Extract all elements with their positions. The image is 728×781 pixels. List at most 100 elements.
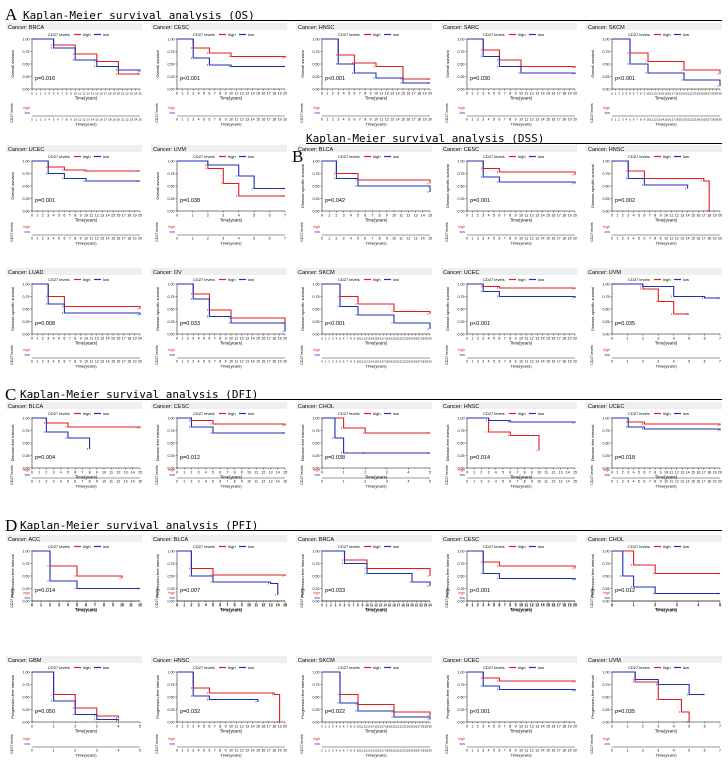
risk-x-tick-label-dss-ucec: 14 bbox=[541, 360, 545, 364]
x-tick-label-pfi-skcm: 25 bbox=[410, 725, 414, 729]
risk-low-label-pfi-hnsc: low bbox=[170, 742, 176, 746]
risk-x-tick-label-os-ucec: 8 bbox=[74, 237, 76, 241]
x-tick-label-dss-cesc: 12 bbox=[530, 214, 534, 218]
risk-x-tick-label-dss-cesc: 11 bbox=[525, 237, 529, 241]
y-tick-label-dfi-cesc: 0.00 bbox=[168, 466, 175, 470]
risk-high-label-pfi-skcm: high bbox=[313, 737, 320, 741]
risk-x-tick-label-os-sarc: 17 bbox=[557, 118, 561, 122]
legend-high-label-dss-ucec: high bbox=[518, 277, 526, 282]
risk-x-tick-label-dss-skcm: 20 bbox=[392, 360, 396, 364]
p-value-os-cesc: p<0.001 bbox=[180, 76, 200, 82]
risk-x-tick-label-dss-luad: 7 bbox=[69, 360, 71, 364]
risk-x-tick-label-dfi-ucec: 4 bbox=[633, 480, 635, 484]
legend-title-pfi-hnsc: CD27 levels bbox=[193, 665, 215, 670]
legend-title-os-sarc: CD27 levels bbox=[483, 32, 505, 37]
risk-x-tick-label-os-skcm: 6 bbox=[633, 118, 635, 122]
y-tick-label-dss-blca: 1.00 bbox=[313, 159, 320, 163]
risk-ylabel-dfi-chol: CD27 levels bbox=[300, 465, 304, 485]
risk-x-tick-label-dfi-hnsc: 1 bbox=[473, 480, 475, 484]
x-tick-label-dss-blca: 14 bbox=[421, 214, 425, 218]
x-tick-label-pfi-skcm: 24 bbox=[407, 725, 411, 729]
risk-x-tick-label-dfi-cesc: 4 bbox=[205, 480, 207, 484]
risk-x-tick-label-pfi-ucec: 5 bbox=[493, 749, 495, 753]
risk-x-tick-label-os-hnsc: 11 bbox=[380, 118, 384, 122]
legend-title-pfi-blca: CD27 levels bbox=[193, 544, 215, 549]
risk-x-tick-label-dss-blca: 6 bbox=[364, 237, 366, 241]
x-tick-label-os-cesc: 1 bbox=[181, 92, 183, 96]
risk-x-tick-label-os-cesc: 2 bbox=[187, 118, 189, 122]
risk-x-tick-label-os-sarc: 11 bbox=[525, 118, 529, 122]
x-tick-label-dfi-ucec: 9 bbox=[660, 471, 662, 475]
x-tick-label-dss-luad: 7 bbox=[69, 337, 71, 341]
risk-x-tick-label-pfi-ucec: 19 bbox=[568, 749, 572, 753]
y-tick-label-dss-skcm: 0.00 bbox=[313, 332, 320, 336]
risk-x-tick-label-os-brca: 21 bbox=[121, 118, 125, 122]
x-tick-label-dss-luad: 13 bbox=[100, 337, 104, 341]
risk-x-tick-label-os-skcm: 21 bbox=[686, 118, 690, 122]
risk-low-label-pfi-ucec: low bbox=[460, 742, 466, 746]
y-tick-label-dss-cesc: 0.50 bbox=[458, 184, 465, 188]
risk-x-tick-label-dss-ov: 6 bbox=[208, 360, 210, 364]
y-tick-label-dss-luad: 0.00 bbox=[23, 332, 30, 336]
risk-x-tick-label-dss-ucec: 11 bbox=[525, 360, 529, 364]
legend-high-label-dfi-hnsc: high bbox=[518, 411, 526, 416]
risk-x-tick-label-dss-luad: 10 bbox=[84, 360, 88, 364]
x-tick-label-pfi-acc: 4 bbox=[67, 604, 69, 608]
x-tick-label-dss-ucec: 5 bbox=[493, 337, 495, 341]
risk-x-tick-label-dss-hnsc: 18 bbox=[707, 237, 711, 241]
x-tick-label-dfi-blca: 14 bbox=[131, 471, 135, 475]
risk-high-label-pfi-chol: high bbox=[603, 591, 610, 595]
risk-x-tick-label-pfi-hnsc: 2 bbox=[187, 749, 189, 753]
x-tick-label-pfi-skcm: 13 bbox=[367, 725, 371, 729]
risk-x-tick-label-pfi-brca: 15 bbox=[388, 603, 392, 607]
risk-x-tick-label-os-ucec: 0 bbox=[31, 237, 33, 241]
x-tick-label-dfi-ucec: 17 bbox=[702, 471, 706, 475]
y-tick-label-dss-ucec: 0.75 bbox=[458, 295, 465, 299]
risk-x-tick-label-pfi-brca: 20 bbox=[410, 603, 414, 607]
risk-x-label-os-skcm: Time(years) bbox=[655, 122, 677, 127]
risk-x-tick-label-os-cesc: 3 bbox=[192, 118, 194, 122]
risk-low-label-os-skcm: low bbox=[605, 111, 611, 115]
section-title-dss: Kaplan-Meier survival analysis (DSS) bbox=[306, 132, 545, 145]
risk-high-label-pfi-blca: high bbox=[168, 591, 175, 595]
x-tick-label-pfi-acc: 0 bbox=[31, 604, 33, 608]
risk-low-label-pfi-chol: low bbox=[605, 596, 611, 600]
y-tick-label-dfi-blca: 0.50 bbox=[23, 441, 30, 445]
section-letter-os: A bbox=[5, 5, 18, 24]
risk-x-label-dss-uvm: Time(years) bbox=[655, 364, 677, 369]
x-tick-label-dss-luad: 5 bbox=[58, 337, 60, 341]
risk-x-tick-label-dss-cesc: 8 bbox=[509, 237, 511, 241]
x-tick-label-dss-luad: 14 bbox=[106, 337, 110, 341]
risk-x-tick-label-dss-ov: 13 bbox=[245, 360, 249, 364]
x-tick-label-pfi-skcm: 17 bbox=[382, 725, 386, 729]
risk-x-tick-label-dss-cesc: 20 bbox=[573, 237, 577, 241]
risk-x-tick-label-dfi-blca: 6 bbox=[74, 480, 76, 484]
x-tick-label-pfi-ucec: 0 bbox=[466, 725, 468, 729]
x-tick-label-os-sarc: 11 bbox=[525, 92, 529, 96]
legend-title-pfi-chol: CD27 levels bbox=[628, 544, 650, 549]
risk-x-tick-label-dss-blca: 2 bbox=[335, 237, 337, 241]
risk-x-tick-label-os-cesc: 13 bbox=[245, 118, 249, 122]
x-tick-label-os-skcm: 20 bbox=[682, 92, 686, 96]
legend-low-label-dfi-cesc: low bbox=[248, 411, 254, 416]
p-value-dss-blca: p=0.042 bbox=[325, 198, 345, 204]
risk-high-label-dss-ov: high bbox=[168, 348, 175, 352]
y-tick-label-os-skcm: 0.75 bbox=[603, 50, 610, 54]
x-tick-label-pfi-chol: 1 bbox=[633, 604, 635, 608]
curve-high-os-uvm bbox=[177, 160, 285, 197]
risk-x-tick-label-dfi-hnsc: 4 bbox=[495, 480, 497, 484]
risk-x-tick-label-pfi-ucec: 10 bbox=[519, 749, 523, 753]
y-tick-label-dss-uvm: 0.75 bbox=[603, 295, 610, 299]
y-tick-label-dss-cesc: 0.25 bbox=[458, 197, 465, 201]
x-label-pfi-blca: Time(years) bbox=[220, 608, 243, 613]
x-tick-label-dfi-cesc: 6 bbox=[219, 471, 221, 475]
legend-low-label-pfi-chol: low bbox=[683, 544, 689, 549]
y-tick-label-pfi-uvm: 0.75 bbox=[603, 683, 610, 687]
x-tick-label-os-brca: 2 bbox=[40, 92, 42, 96]
x-tick-label-os-cesc: 9 bbox=[225, 92, 227, 96]
risk-x-tick-label-pfi-ucec: 7 bbox=[504, 749, 506, 753]
x-tick-label-pfi-hnsc: 20 bbox=[283, 725, 287, 729]
x-tick-label-os-skcm: 9 bbox=[644, 92, 646, 96]
risk-x-tick-label-os-uvm: 3 bbox=[222, 237, 224, 241]
x-tick-label-pfi-ucec: 18 bbox=[562, 725, 566, 729]
